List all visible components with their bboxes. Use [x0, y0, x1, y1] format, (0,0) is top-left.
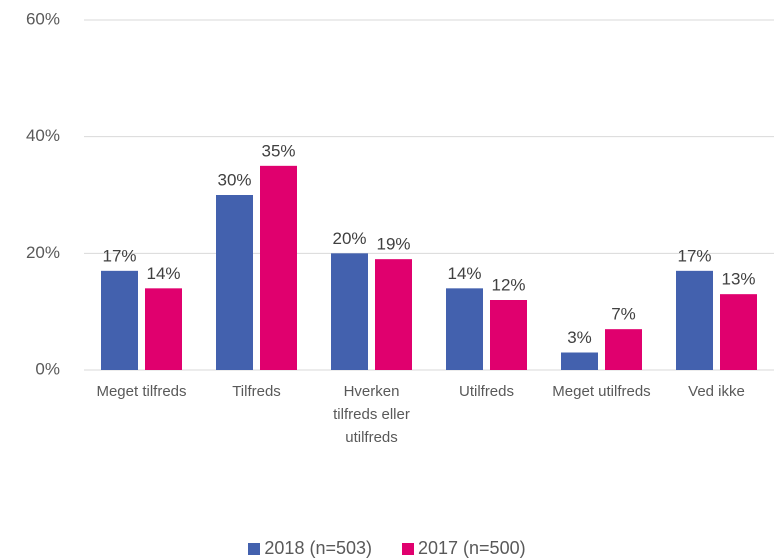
legend-item: 2018 (n=503)	[248, 538, 372, 559]
data-label: 14%	[146, 264, 180, 283]
bar	[331, 253, 368, 370]
bar	[605, 329, 642, 370]
data-label: 30%	[217, 170, 251, 189]
y-tick-label: 0%	[35, 359, 60, 378]
bar	[145, 288, 182, 370]
data-label: 35%	[261, 141, 295, 160]
bar	[260, 165, 297, 370]
x-tick-label: Ved ikke	[688, 383, 745, 400]
bar	[561, 352, 598, 370]
bar	[216, 195, 253, 370]
y-tick-label: 40%	[26, 126, 60, 145]
x-tick-label: Meget tilfreds	[96, 383, 187, 400]
x-tick-label: Meget utilfreds	[552, 383, 651, 400]
bar	[101, 270, 138, 370]
data-label: 17%	[677, 246, 711, 265]
data-label: 13%	[721, 270, 755, 289]
legend-item: 2017 (n=500)	[402, 538, 526, 559]
y-tick-label: 20%	[26, 243, 60, 262]
bar	[676, 270, 713, 370]
x-tick-label: Tilfreds	[232, 383, 281, 400]
data-label: 14%	[447, 264, 481, 283]
bar	[490, 300, 527, 370]
data-label: 7%	[611, 305, 636, 324]
data-label: 20%	[332, 229, 366, 248]
legend: 2018 (n=503) 2017 (n=500)	[0, 538, 774, 559]
data-label: 19%	[376, 235, 410, 254]
data-label: 17%	[102, 246, 136, 265]
bar	[720, 294, 757, 370]
x-tick-label: Hverken tilfreds eller utilfreds	[333, 383, 410, 446]
data-label: 12%	[491, 275, 525, 294]
legend-swatch	[402, 542, 414, 555]
legend-label: 2017 (n=500)	[418, 538, 526, 558]
y-tick-label: 60%	[26, 9, 60, 28]
bar	[375, 259, 412, 370]
legend-label: 2018 (n=503)	[264, 538, 372, 558]
legend-swatch	[248, 542, 261, 555]
bar	[446, 288, 483, 370]
data-label: 3%	[567, 328, 592, 347]
x-tick-label: Utilfreds	[458, 383, 514, 400]
